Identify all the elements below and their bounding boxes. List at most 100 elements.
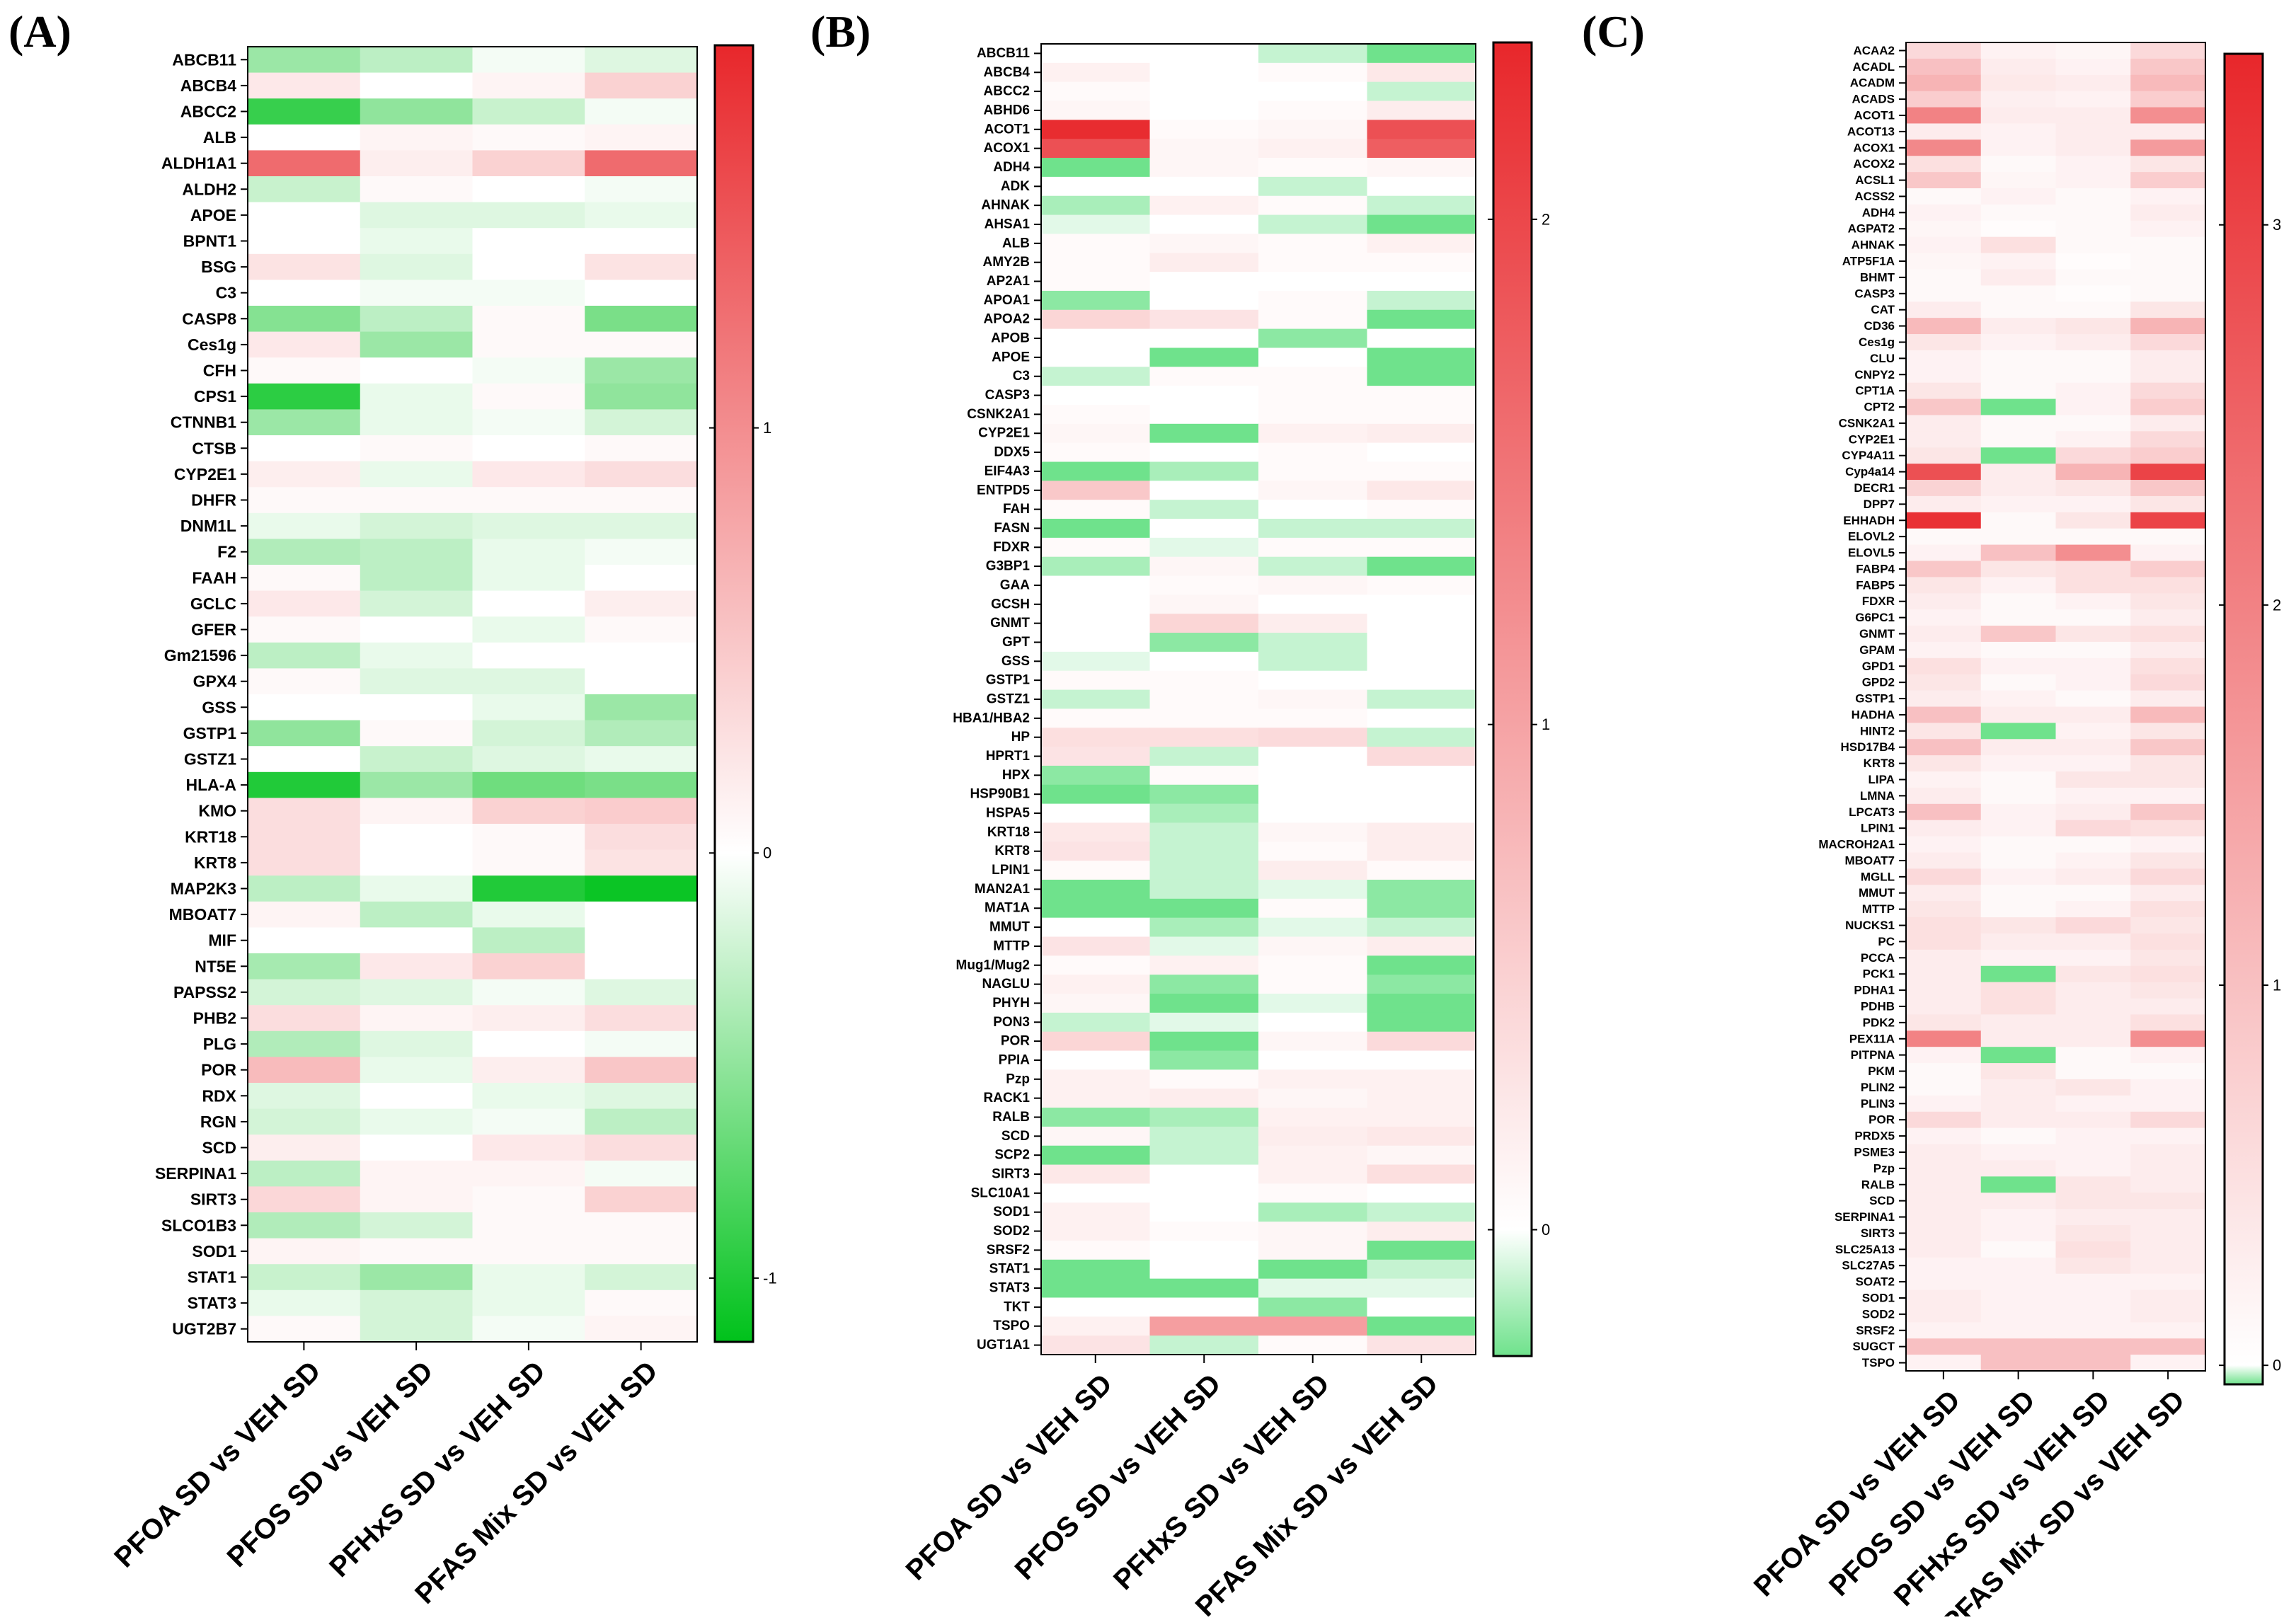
heatmap-cell bbox=[1980, 236, 2057, 254]
heatmap-cell bbox=[1980, 204, 2057, 222]
heatmap-cell bbox=[1149, 765, 1259, 786]
heatmap-cell bbox=[1367, 803, 1476, 824]
heatmap-cell bbox=[1149, 689, 1259, 710]
heatmap-cell bbox=[1906, 123, 1982, 140]
row-label: SERPINA1 bbox=[1835, 1210, 1895, 1224]
heatmap-cell bbox=[1041, 708, 1151, 728]
heatmap-cell bbox=[360, 1264, 473, 1291]
heatmap-cell bbox=[248, 616, 361, 643]
heatmap-cell bbox=[585, 47, 698, 74]
heatmap-cell bbox=[1906, 1273, 1982, 1291]
heatmap-cell bbox=[1149, 81, 1259, 102]
heatmap-cell bbox=[1041, 272, 1151, 292]
heatmap-cell bbox=[1367, 861, 1476, 880]
heatmap-cell bbox=[2130, 771, 2206, 788]
heatmap-cell bbox=[1041, 290, 1151, 311]
heatmap-cell bbox=[1149, 1069, 1259, 1089]
heatmap-cell bbox=[1980, 91, 2057, 108]
heatmap-cell bbox=[360, 461, 473, 488]
heatmap-cell bbox=[472, 47, 585, 74]
heatmap-cell bbox=[1258, 423, 1368, 444]
heatmap-cell bbox=[1367, 519, 1476, 539]
heatmap-cell bbox=[248, 1316, 361, 1343]
heatmap-cell bbox=[1906, 1193, 1982, 1210]
heatmap-cell bbox=[360, 435, 473, 462]
heatmap-cell bbox=[472, 875, 585, 902]
heatmap-cell bbox=[472, 72, 585, 99]
heatmap-cell bbox=[2055, 755, 2131, 772]
heatmap-cell bbox=[472, 461, 585, 488]
heatmap-cell bbox=[1980, 156, 2057, 173]
heatmap-cell bbox=[1149, 1088, 1259, 1108]
heatmap-cell bbox=[1258, 1164, 1368, 1185]
heatmap-cell bbox=[248, 875, 361, 902]
row-label: PITPNA bbox=[1851, 1048, 1895, 1062]
row-label: ACADS bbox=[1852, 93, 1895, 106]
row-label: ALDH2 bbox=[182, 180, 236, 198]
heatmap-cell bbox=[360, 875, 473, 902]
heatmap-cell bbox=[1906, 431, 1982, 448]
heatmap-cell bbox=[1149, 139, 1259, 159]
heatmap-cell bbox=[1258, 120, 1368, 139]
heatmap-cell bbox=[2055, 318, 2131, 335]
heatmap-cell bbox=[1906, 1127, 1982, 1145]
row-label: CAT bbox=[1871, 303, 1895, 316]
heatmap-cell bbox=[360, 383, 473, 410]
heatmap-cell bbox=[472, 1264, 585, 1291]
heatmap-cell bbox=[585, 590, 698, 617]
heatmap-cell bbox=[472, 694, 585, 721]
heatmap-cell bbox=[1906, 803, 1982, 821]
row-label: GSTZ1 bbox=[987, 692, 1031, 707]
heatmap-cell bbox=[1367, 1069, 1476, 1089]
heatmap-cell bbox=[248, 1212, 361, 1239]
heatmap-cell bbox=[1041, 803, 1151, 824]
heatmap-cell bbox=[1041, 879, 1151, 900]
column-label: PFHxS SD vs VEH SD bbox=[1108, 1368, 1336, 1596]
heatmap-cell bbox=[1980, 933, 2057, 950]
row-label: STAT1 bbox=[188, 1268, 237, 1287]
heatmap-cell bbox=[2055, 626, 2131, 643]
heatmap-cell bbox=[1980, 1079, 2057, 1096]
heatmap-cell bbox=[1367, 765, 1476, 786]
heatmap-cell bbox=[1980, 107, 2057, 125]
row-label: ACOX2 bbox=[1853, 157, 1895, 171]
heatmap-cell bbox=[1906, 1241, 1982, 1258]
heatmap-cell bbox=[1367, 917, 1476, 938]
heatmap-cell bbox=[2130, 755, 2206, 772]
heatmap-cell bbox=[1906, 755, 1982, 772]
row-label: GSTP1 bbox=[986, 673, 1031, 688]
heatmap-cell bbox=[1149, 803, 1259, 824]
heatmap-cell bbox=[585, 694, 698, 721]
heatmap-cell bbox=[248, 771, 361, 798]
heatmap-cell bbox=[1258, 442, 1368, 463]
row-label: CYP4A11 bbox=[1842, 449, 1895, 462]
heatmap-cell bbox=[585, 383, 698, 410]
heatmap-cell bbox=[1258, 100, 1368, 120]
heatmap-cell bbox=[2055, 253, 2131, 270]
heatmap-cell bbox=[2055, 58, 2131, 76]
heatmap-cell bbox=[585, 927, 698, 954]
row-label: GSTP1 bbox=[183, 724, 237, 742]
heatmap-cell bbox=[1258, 633, 1368, 653]
heatmap-cell bbox=[1367, 404, 1476, 425]
row-label: SCP2 bbox=[994, 1148, 1030, 1163]
heatmap-cell bbox=[1980, 464, 2057, 481]
row-label: HSPA5 bbox=[986, 806, 1030, 821]
heatmap-cell bbox=[585, 798, 698, 825]
heatmap-cell bbox=[2055, 1063, 2131, 1080]
row-label: ACADL bbox=[1853, 60, 1895, 74]
heatmap-cell bbox=[248, 253, 361, 280]
heatmap-cell bbox=[2055, 1079, 2131, 1096]
row-label: GPD2 bbox=[1862, 676, 1895, 689]
heatmap-cell bbox=[1367, 1240, 1476, 1260]
heatmap-cell bbox=[1258, 347, 1368, 367]
heatmap-cell bbox=[472, 1005, 585, 1032]
heatmap-cell bbox=[1041, 500, 1151, 519]
heatmap-cell bbox=[1906, 480, 1982, 497]
row-label: ALB bbox=[203, 128, 236, 147]
heatmap-cell bbox=[472, 771, 585, 798]
row-label: ACADM bbox=[1850, 76, 1895, 90]
row-label: APOB bbox=[991, 331, 1030, 346]
heatmap-cell bbox=[2130, 917, 2206, 934]
heatmap-cell bbox=[2130, 139, 2206, 156]
